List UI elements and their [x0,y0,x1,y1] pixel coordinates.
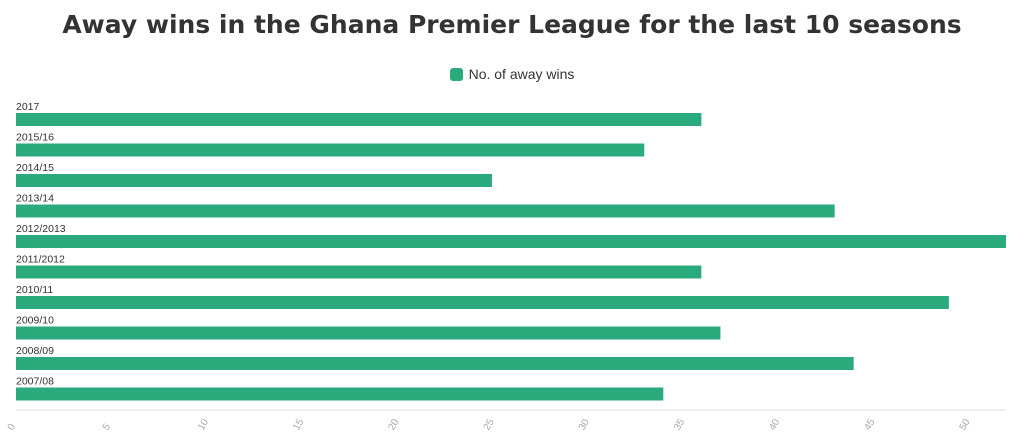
x-tick-label: 40 [767,417,782,433]
category-label: 2015/16 [16,132,54,144]
x-tick-label: 45 [862,417,877,433]
bar-2009-10 [16,326,721,340]
bar-2013-14 [16,204,835,218]
x-tick-label: 10 [196,417,211,433]
category-label: 2017 [16,101,40,113]
legend-label: No. of away wins [468,66,575,82]
bars-group [16,113,1006,401]
category-label: 2011/2012 [16,254,65,266]
category-label: 2012/2013 [16,223,66,235]
category-label: 2009/10 [16,315,54,327]
x-tick-label: 50 [958,417,973,433]
category-label: 2013/14 [16,193,54,205]
bar-2014-15 [16,174,492,187]
x-tick-label: 35 [672,417,687,433]
x-tick-label: 5 [101,422,114,433]
bar-2017 [16,113,702,126]
x-tick-label: 20 [386,417,401,433]
legend: No. of away wins [0,66,1024,82]
x-tick-label: 15 [291,417,306,433]
x-tick-label: 30 [577,417,592,433]
chart-title: Away wins in the Ghana Premier League fo… [62,10,962,39]
x-tick-label: 0 [6,422,19,433]
category-labels-group: 2017 2015/16 2014/15 2013/14 2012/2013 2011/2… [16,101,66,388]
bar-2012-2013 [16,235,1006,248]
bar-2011-2012 [16,265,702,279]
bar-2007-08 [16,387,664,401]
x-tick-label: 25 [482,417,497,433]
bar-2010-11 [16,296,949,309]
bar-2008-09 [16,357,854,370]
category-label: 2014/15 [16,162,54,174]
bar-2015-16 [16,143,645,157]
category-label: 2010/11 [16,284,53,296]
legend-swatch [449,67,463,81]
category-label: 2007/08 [16,376,54,388]
x-ticks-group: 0 5 10 15 20 25 30 35 40 45 50 [6,417,973,433]
category-label: 2008/09 [16,345,54,357]
